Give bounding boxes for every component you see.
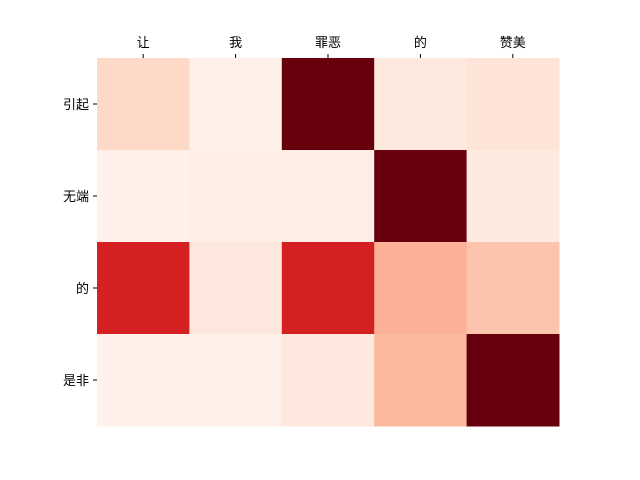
heatmap-cell-r1-c1 [189,150,283,243]
heatmap-cell-r0-c2 [281,58,375,151]
heatmap-cell-r1-c2 [281,150,375,243]
y-tick-label: 引起 [63,98,89,113]
heatmap-cell-r1-c4 [466,150,560,243]
heatmap-cell-r0-c4 [466,58,560,151]
heatmap-cell-r0-c0 [97,58,190,151]
x-tick-label: 罪恶 [315,36,341,51]
heatmap-cell-r3-c1 [189,334,283,427]
heatmap-cell-r2-c4 [466,242,560,335]
heatmap-cell-r1-c3 [374,150,468,243]
heatmap-cell-r3-c3 [374,334,468,427]
heatmap-cell-r2-c0 [97,242,190,335]
x-tick-label: 让 [137,36,150,51]
y-tick-label: 的 [76,281,89,297]
y-tick-label: 无端 [63,190,89,205]
heatmap-cell-r3-c2 [281,334,375,427]
heatmap-cell-r1-c0 [97,150,190,243]
heatmap-cell-r3-c4 [466,334,560,427]
x-tick-label: 的 [414,35,427,51]
x-axis-ticks: 让 我 罪恶 的 赞美 [137,35,526,58]
heatmap-cell-r2-c2 [281,242,375,335]
heatmap-cell-r0-c3 [374,58,468,151]
x-tick-label: 我 [229,36,242,51]
heatmap-cell-r2-c1 [189,242,283,335]
x-tick-label: 赞美 [500,36,526,51]
heatmap-cell-r3-c0 [97,334,190,427]
heatmap-cell-r2-c3 [374,242,468,335]
y-tick-label: 是非 [63,374,89,389]
heatmap-cells [97,58,560,427]
heatmap-cell-r0-c1 [189,58,283,151]
